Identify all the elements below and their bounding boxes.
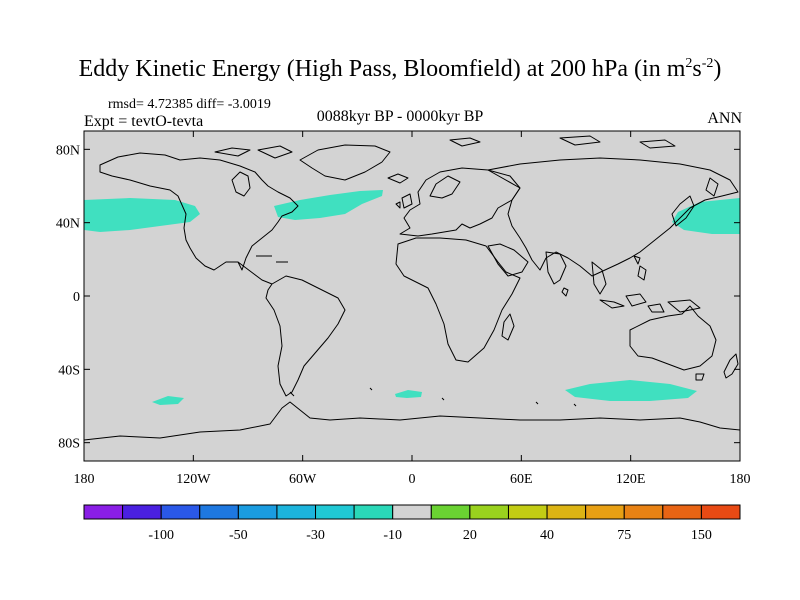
lat-label: 40S	[58, 363, 80, 378]
colorbar-box	[392, 504, 432, 520]
colorbar-label: -100	[148, 528, 174, 543]
coast-australia	[629, 305, 717, 371]
lon-label: 60W	[289, 472, 317, 487]
colorbar-label: -50	[229, 528, 248, 543]
colorbar-label: 40	[540, 528, 554, 543]
coast-madagascar	[501, 313, 515, 341]
anomaly-regions	[84, 190, 740, 405]
colorbar-box	[122, 504, 162, 520]
coast-greenland	[299, 144, 391, 181]
latitude-labels: 80N 40N 0 40S 80S	[56, 143, 80, 451]
coast-southern-islands	[289, 387, 577, 407]
coast-iceland	[387, 173, 409, 184]
coast-caribbean	[256, 255, 288, 263]
season-label: ANN	[707, 110, 742, 127]
anomaly-north-pacific-west	[672, 198, 740, 234]
coast-arctic-islands	[214, 135, 676, 159]
anomaly-south-atlantic	[395, 390, 422, 398]
title-text: Eddy Kinetic Energy (High Pass, Bloomfie…	[78, 56, 686, 82]
coast-japan	[671, 195, 695, 227]
colorbar-box	[237, 504, 278, 520]
colorbar-label: 20	[463, 528, 477, 543]
colorbar-box	[507, 504, 548, 520]
lon-label: 60E	[510, 472, 533, 487]
stats-text: rmsd= 4.72385 diff= -3.0019	[108, 97, 271, 112]
lat-label: 80N	[56, 143, 80, 158]
colorbar-label: -30	[306, 528, 325, 543]
colorbar-box	[315, 504, 355, 520]
period-label: 0088kyr BP - 0000kyr BP	[316, 108, 484, 125]
coast-southeast-asia	[591, 261, 607, 295]
colorbar-labels: -100 -50 -30 -10 20 40 75 150	[148, 528, 712, 543]
title-unit-s: s	[692, 56, 702, 82]
coast-north-america	[99, 152, 299, 271]
anomaly-indian-southern-ocean	[565, 380, 697, 401]
anomaly-north-pacific-east	[84, 198, 200, 232]
coast-new-zealand	[723, 353, 739, 379]
lon-label: 0	[409, 472, 416, 487]
colorbar-box	[469, 504, 509, 520]
colorbar-label: -10	[383, 528, 402, 543]
colorbar-box	[276, 504, 317, 520]
lat-label: 80S	[58, 437, 80, 452]
coast-india	[545, 251, 567, 285]
lon-label: 120E	[616, 472, 646, 487]
lon-label: 120W	[176, 472, 211, 487]
coast-asia	[487, 157, 739, 277]
colorbar-box	[546, 504, 587, 520]
coast-sri-lanka	[561, 287, 569, 297]
anomaly-north-atlantic	[274, 190, 383, 220]
colorbar-box	[353, 504, 394, 520]
colorbar-box	[585, 504, 625, 520]
colorbar-box	[662, 504, 702, 520]
coast-arabia	[487, 243, 529, 277]
coastlines	[84, 135, 740, 441]
longitude-labels: 180 120W 60W 0 60E 120E 180	[74, 472, 751, 487]
coast-kamchatka	[705, 177, 719, 197]
map-title: Eddy Kinetic Energy (High Pass, Bloomfie…	[0, 56, 800, 83]
coast-british-isles	[395, 193, 413, 209]
colorbar-box	[623, 504, 664, 520]
axis-ticks	[83, 131, 741, 461]
lat-label: 40N	[56, 217, 80, 232]
coast-hudson-bay	[231, 171, 251, 197]
experiment-label: Expt = tevtO-tevta	[84, 113, 204, 130]
coast-indonesia	[599, 255, 701, 313]
coast-tasmania	[695, 373, 705, 381]
title-unit-exponent-2: -2	[701, 56, 714, 71]
coast-scandinavia	[429, 175, 461, 199]
coast-central-america	[237, 261, 273, 285]
map-background	[84, 131, 740, 461]
title-close: )	[713, 56, 722, 82]
title-unit-exponent-1: 2	[685, 56, 693, 71]
colorbar-label: 150	[691, 528, 712, 543]
lat-label: 0	[73, 290, 80, 305]
colorbar-box	[430, 504, 471, 520]
colorbar	[83, 504, 741, 520]
colorbar-label: 75	[617, 528, 631, 543]
colorbar-box	[700, 504, 741, 520]
coast-south-america	[265, 275, 346, 397]
colorbar-box	[160, 504, 201, 520]
colorbar-box	[83, 504, 124, 520]
coast-antarctica	[84, 401, 740, 441]
lon-label: 180	[730, 472, 751, 487]
colorbar-box	[199, 504, 239, 520]
coast-africa	[395, 237, 521, 363]
lon-label: 180	[74, 472, 95, 487]
anomaly-south-pacific	[152, 396, 184, 405]
